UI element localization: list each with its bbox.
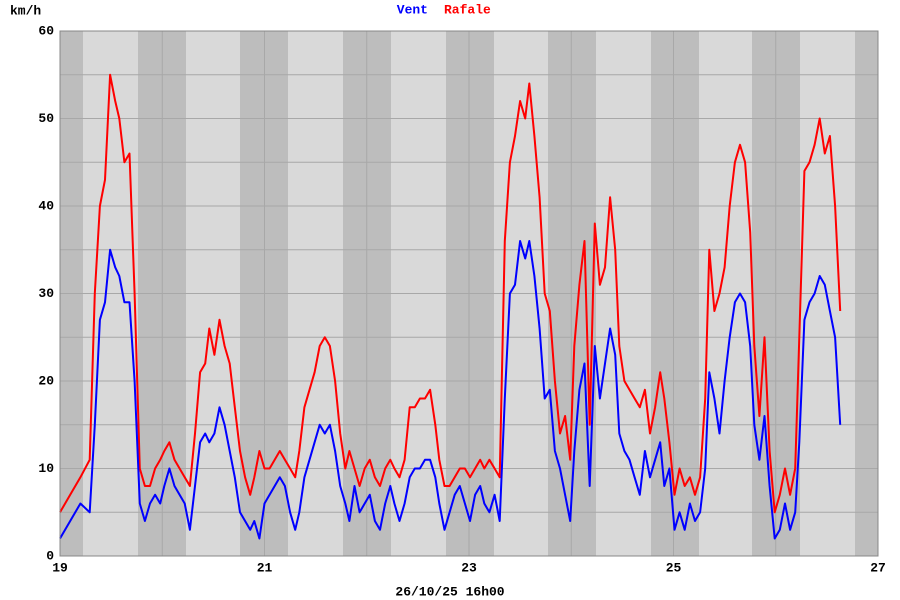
x-tick-label: 23 <box>461 560 477 575</box>
x-tick-label: 19 <box>52 560 68 575</box>
footer: 26/10/25 16h00 <box>395 584 504 599</box>
y-tick-label: 40 <box>38 198 54 213</box>
series-line <box>59 240 842 540</box>
series-line <box>59 73 842 514</box>
y-tick-label: 10 <box>38 461 54 476</box>
x-tick-label: 21 <box>257 560 273 575</box>
lines <box>59 73 842 540</box>
legend-entry: Vent <box>397 2 428 17</box>
y-tick-label: 30 <box>38 286 54 301</box>
y-tick-label: 60 <box>38 23 54 38</box>
y-tick-label: 0 <box>46 548 54 563</box>
x-tick-label: 25 <box>666 560 682 575</box>
legend-entry: Rafale <box>444 2 491 17</box>
y-tick-label: 20 <box>38 373 54 388</box>
plot-border <box>59 30 879 557</box>
y-tick-label: 50 <box>38 111 54 126</box>
x-tick-label: 27 <box>870 560 886 575</box>
y-axis-label: km/h <box>10 3 41 18</box>
